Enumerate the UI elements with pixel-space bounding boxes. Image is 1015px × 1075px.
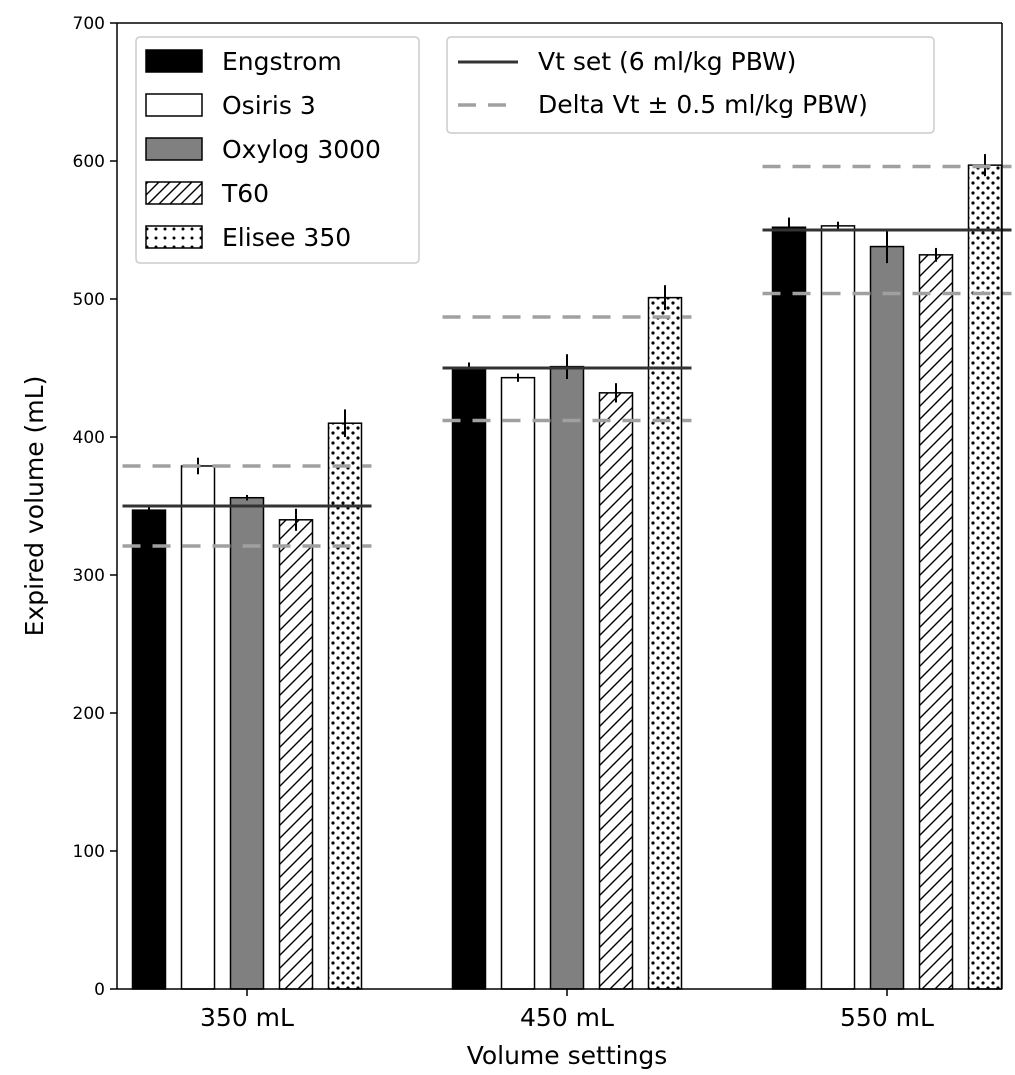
- bar-oxylog-3000-450: [549, 365, 585, 990]
- y-tick-label: 100: [73, 842, 105, 862]
- bar-elisee-350-450: [647, 296, 683, 990]
- bar-osiris-3-450: [500, 376, 536, 990]
- y-tick-label: 700: [73, 14, 105, 34]
- x-ticks: 350 mL 450 mL 550 mL: [200, 989, 934, 1032]
- axes: [116, 22, 1003, 990]
- bar-engstrom-350: [131, 509, 167, 990]
- legend-swatch-elisee-350: [145, 225, 203, 249]
- legend-label: Engstrom: [222, 47, 342, 76]
- x-tick-label: 550 mL: [840, 1003, 934, 1032]
- x-tick-label: 350 mL: [200, 1003, 294, 1032]
- legend-label: Vt set (6 ml/kg PBW): [538, 47, 796, 76]
- bar-elisee-350-550: [967, 164, 1003, 990]
- y-tick-label: 300: [73, 566, 105, 586]
- legend-label: T60: [221, 179, 269, 208]
- reference-lines: [122, 164, 1012, 548]
- bar-t60-350: [278, 519, 314, 990]
- legend-label: Delta Vt ± 0.5 ml/kg PBW): [538, 90, 868, 119]
- legend-reference: Vt set (6 ml/kg PBW) Delta Vt ± 0.5 ml/kg…: [446, 36, 935, 134]
- bar-osiris-3-550: [820, 225, 856, 990]
- bar-elisee-350-350: [327, 422, 363, 990]
- legend-label: Osiris 3: [222, 91, 316, 120]
- bar-engstrom-550: [771, 226, 807, 990]
- bar-t60-550: [918, 254, 954, 990]
- bar-oxylog-3000-550: [869, 245, 905, 990]
- bar-oxylog-3000-350: [229, 496, 265, 990]
- y-tick-label: 0: [94, 980, 105, 1000]
- y-tick-label: 400: [73, 428, 105, 448]
- x-axis-title: Volume settings: [467, 1041, 668, 1070]
- y-ticks: 0 100 200 300 400 500 600 700: [73, 14, 117, 1000]
- y-tick-label: 500: [73, 290, 105, 310]
- legend-series-box: [135, 36, 420, 264]
- legend-swatch-engstrom: [145, 49, 203, 73]
- legend-reference-box: [446, 36, 935, 134]
- legend-swatch-oxylog-3000: [145, 137, 203, 161]
- y-tick-label: 200: [73, 704, 105, 724]
- legend-series: Engstrom Osiris 3 Oxylog 3000 T60 Elisee 350: [135, 36, 420, 264]
- legend-label: Elisee 350: [222, 223, 351, 252]
- legend-label: Oxylog 3000: [222, 135, 381, 164]
- bar-t60-450: [598, 392, 634, 990]
- y-tick-label: 600: [73, 152, 105, 172]
- y-axis-title: Expired volume (mL): [20, 376, 49, 637]
- bar-engstrom-450: [451, 367, 487, 990]
- legend-swatch-osiris-3: [145, 93, 203, 117]
- plot-area: [131, 154, 1003, 990]
- x-tick-label: 450 mL: [520, 1003, 614, 1032]
- legend-swatch-t60: [145, 181, 203, 205]
